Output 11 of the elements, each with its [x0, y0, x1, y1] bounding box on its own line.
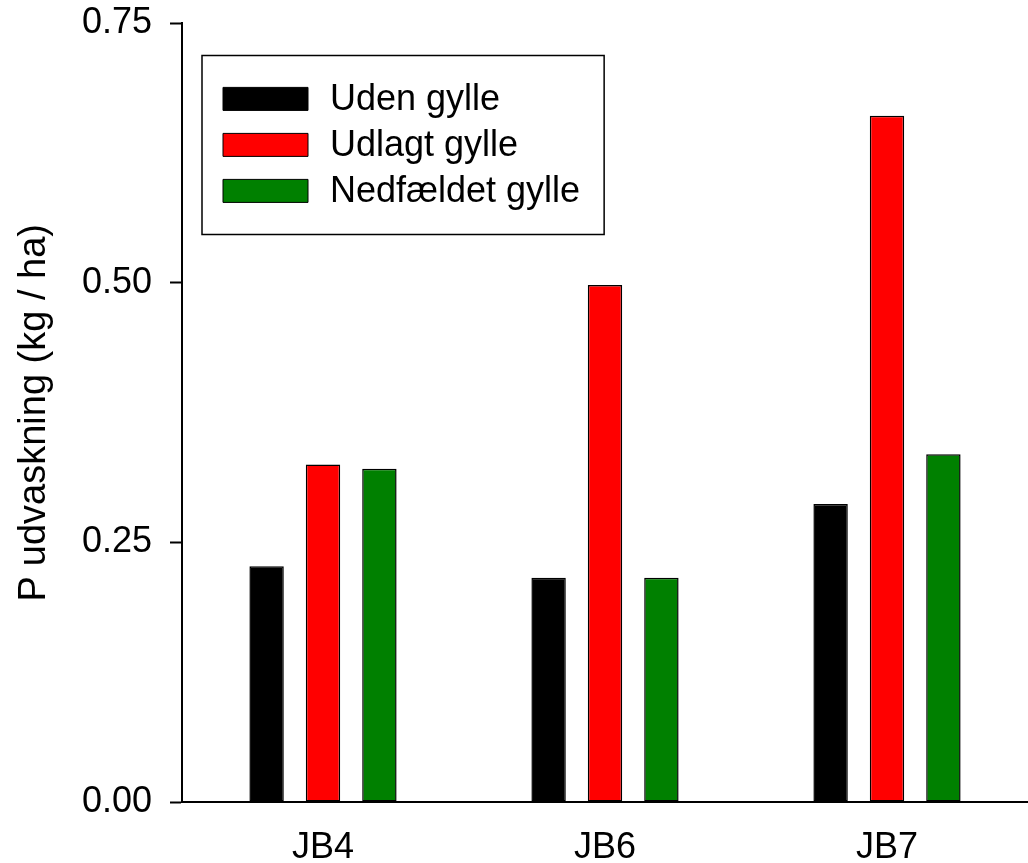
x-tick-label: JB6	[573, 824, 637, 863]
y-axis-title: P udvaskning (kg / ha)	[11, 224, 54, 602]
y-tick-label: 0.75	[81, 0, 152, 42]
x-tick-label: JB7	[855, 824, 919, 863]
legend-label: Udlagt gylle	[330, 122, 519, 164]
y-tick-label: 0.50	[81, 259, 152, 301]
y-tick-label: 0.00	[81, 778, 152, 820]
x-tick-label: JB4	[291, 824, 355, 863]
legend-label: Uden gylle	[330, 76, 501, 118]
y-tick-label: 0.25	[81, 519, 152, 561]
legend-label: Nedfældet gylle	[330, 168, 581, 210]
